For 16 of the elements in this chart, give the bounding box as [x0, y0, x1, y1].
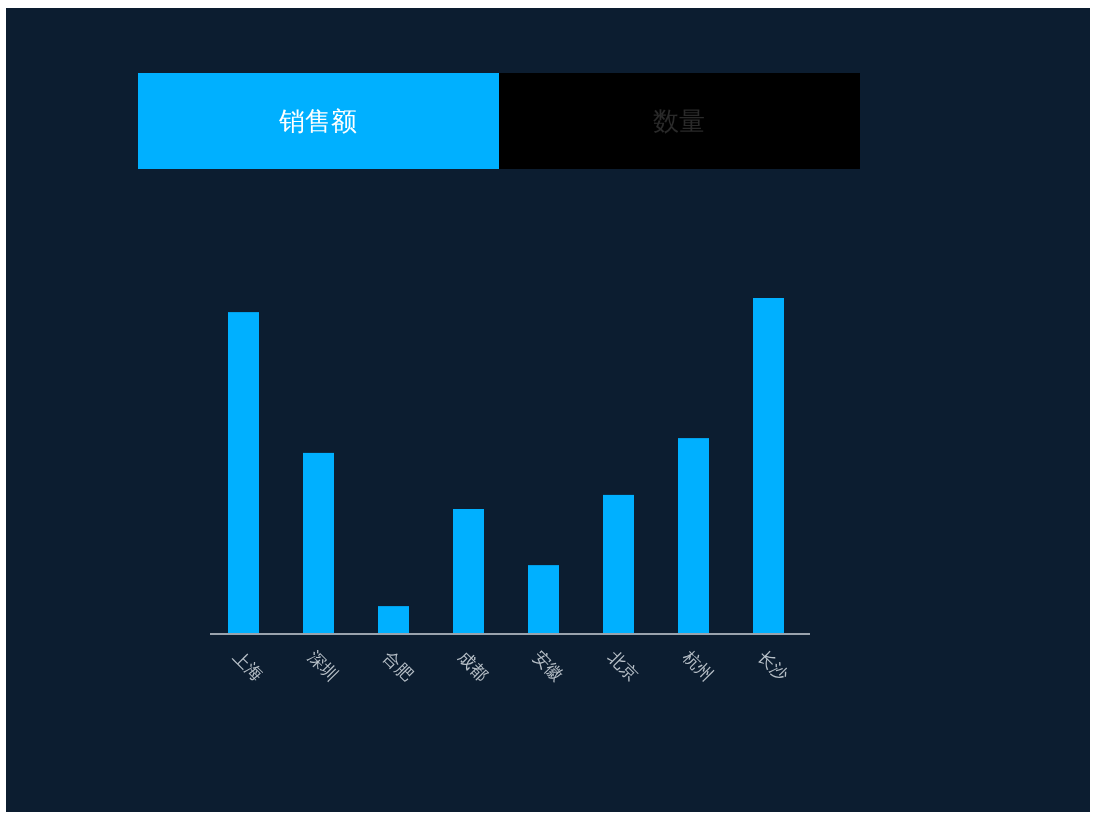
x-tick-label: 上海 — [228, 646, 267, 685]
bar — [528, 565, 559, 634]
x-tick-label: 长沙 — [753, 646, 792, 685]
x-tick-label: 北京 — [603, 646, 642, 685]
bar — [678, 438, 709, 634]
bar — [603, 494, 634, 634]
x-tick-label: 合肥 — [378, 646, 417, 685]
x-tick-label: 安徽 — [528, 646, 567, 685]
bar — [228, 312, 259, 634]
x-tick-label: 成都 — [453, 646, 492, 685]
bar — [753, 298, 784, 634]
x-tick-label: 深圳 — [303, 646, 342, 685]
bar — [378, 606, 409, 634]
bar — [303, 452, 334, 634]
bar — [453, 509, 484, 634]
x-tick-label: 杭州 — [677, 645, 717, 685]
